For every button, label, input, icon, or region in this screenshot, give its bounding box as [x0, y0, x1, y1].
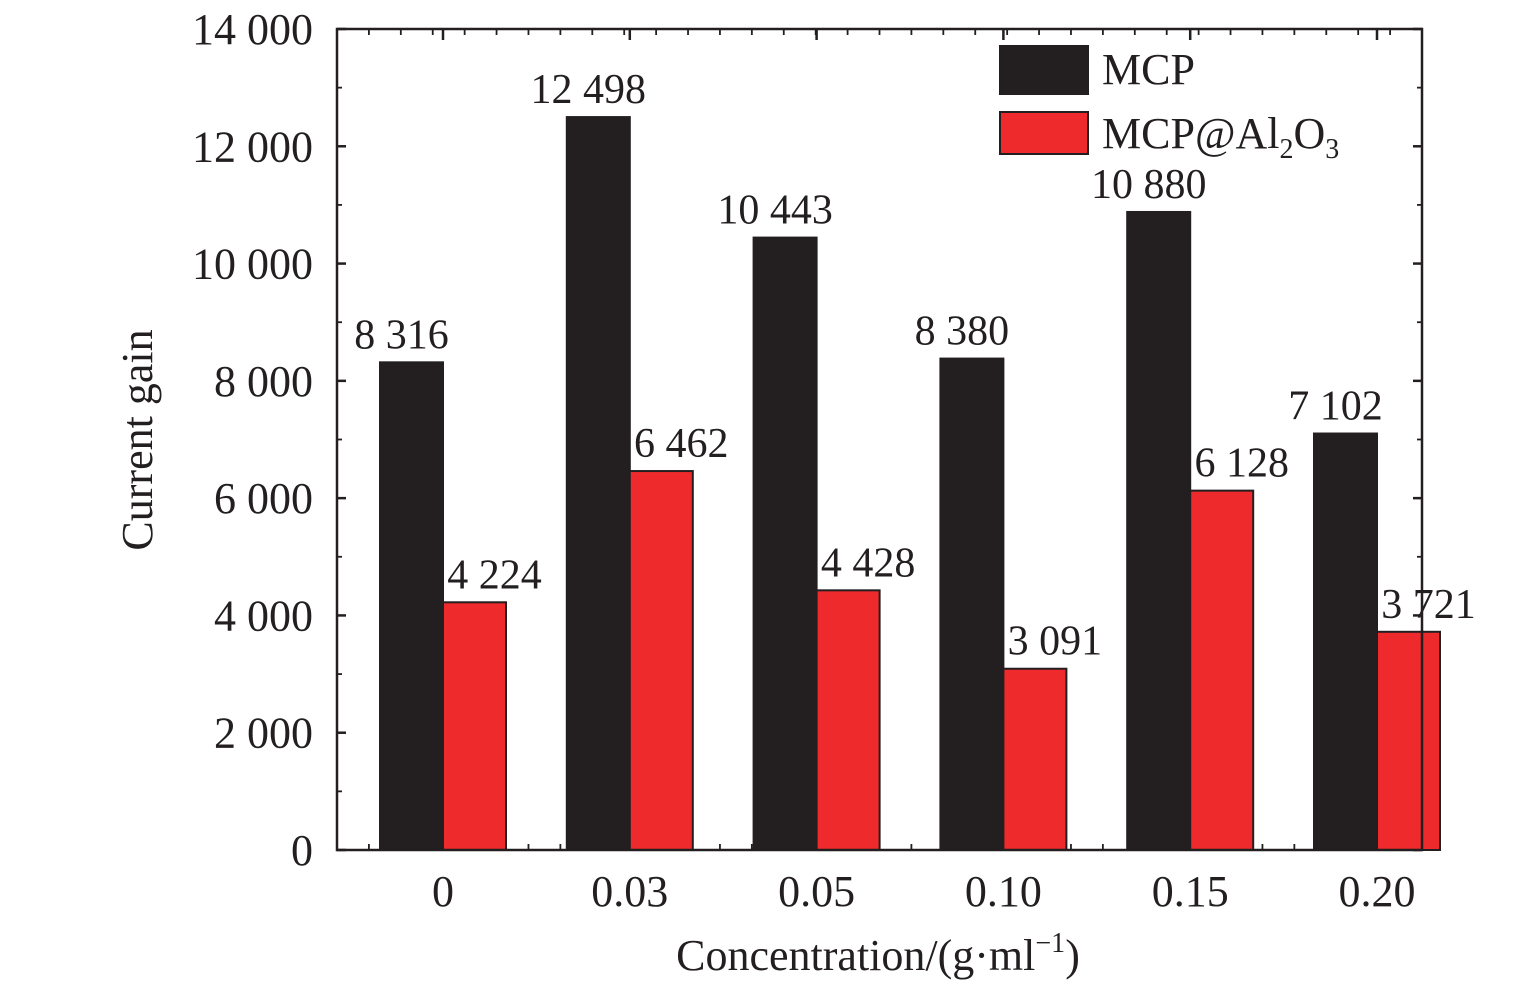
bar-mcp — [752, 236, 818, 851]
y-tick-label: 2 000 — [214, 709, 313, 758]
data-label-mcp: 10 880 — [1091, 162, 1207, 208]
bar-mcp — [1313, 432, 1378, 851]
legend-label-mcp-al2o3: MCP@Al2O3 — [1102, 109, 1339, 165]
x-tick-label: 0.10 — [965, 867, 1042, 916]
y-tick-label: 0 — [291, 826, 313, 875]
data-label-mcp: 8 380 — [915, 309, 1010, 355]
bar-mcp — [1126, 210, 1192, 852]
data-label-mcp-al2o3: 3 721 — [1381, 582, 1476, 628]
bar-mcp-al2o3 — [442, 601, 507, 851]
bar-mcp-al2o3 — [1189, 489, 1255, 851]
x-axis-title-superscript: −1 — [1035, 928, 1065, 959]
bars — [379, 116, 1441, 852]
data-label-mcp-al2o3: 6 128 — [1194, 441, 1289, 487]
y-axis-title: Current gain — [113, 329, 162, 550]
y-tick-label: 10 000 — [192, 240, 313, 289]
bar-mcp — [379, 361, 444, 851]
x-tick-label: 0.15 — [1152, 867, 1229, 916]
data-label-mcp: 10 443 — [717, 188, 833, 234]
legend-label-part-a: MCP@Al — [1102, 109, 1279, 158]
x-tick-label: 0.03 — [591, 867, 668, 916]
legend-swatch-mcp — [999, 45, 1089, 95]
bar-mcp-al2o3 — [1376, 630, 1441, 851]
data-label-mcp: 8 316 — [354, 312, 449, 358]
data-label-mcp-al2o3: 4 428 — [821, 540, 916, 586]
y-axis-ticks: 0 2 000 4 000 6 000 8 000 10 000 12 000 14 000 — [192, 5, 1422, 875]
x-axis-title: Concentration/(g·ml−1) — [676, 928, 1080, 980]
bar-mcp — [939, 357, 1005, 851]
x-tick-label: 0.05 — [778, 867, 855, 916]
data-label-mcp-al2o3: 3 091 — [1008, 619, 1103, 665]
legend-label-subscript-2: 2 — [1279, 134, 1293, 165]
y-tick-label: 12 000 — [192, 122, 313, 171]
plot-frame — [335, 27, 1424, 852]
legend-label-part-o: O — [1293, 109, 1325, 158]
y-tick-label: 4 000 — [214, 591, 313, 640]
legend: MCP MCP@Al2O3 — [999, 45, 1339, 165]
y-tick-label: 6 000 — [214, 474, 313, 523]
bar-mcp-al2o3 — [628, 470, 694, 851]
data-label-mcp-al2o3: 4 224 — [447, 552, 542, 598]
bar-mcp-al2o3 — [1002, 667, 1068, 851]
x-tick-label: 0 — [432, 867, 454, 916]
data-label-mcp-al2o3: 6 462 — [634, 421, 729, 467]
bar-mcp — [565, 116, 631, 852]
bar-mcp-al2o3 — [815, 589, 881, 851]
legend-label-mcp: MCP — [1102, 45, 1195, 94]
x-tick-label: 0.20 — [1339, 867, 1416, 916]
y-tick-label: 8 000 — [214, 357, 313, 406]
legend-swatch-mcp-al2o3 — [999, 111, 1089, 155]
legend-label-subscript-3: 3 — [1325, 134, 1339, 165]
x-axis-title-main: Concentration/(g·ml — [676, 931, 1035, 980]
data-label-mcp: 7 102 — [1288, 384, 1383, 430]
y-tick-label: 14 000 — [192, 5, 313, 54]
data-label-mcp: 12 498 — [531, 67, 647, 113]
x-axis-title-close: ) — [1065, 931, 1080, 980]
data-labels: 8 316 4 224 12 498 6 462 10 443 4 428 8 380 3 0… — [354, 67, 1476, 665]
